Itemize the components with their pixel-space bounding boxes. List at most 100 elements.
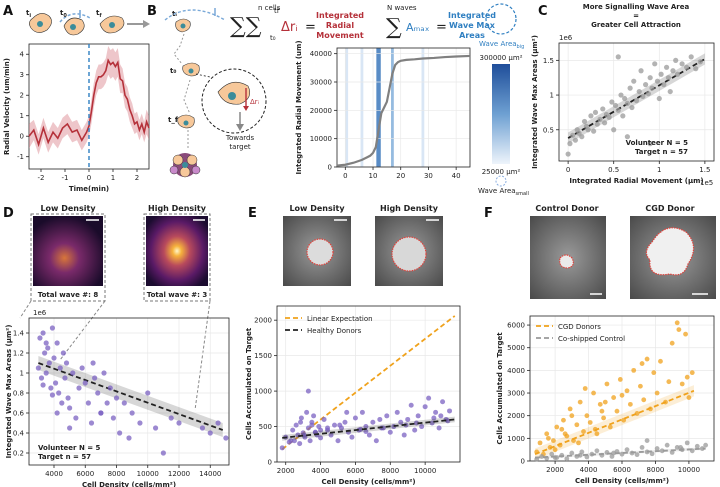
e-point [307, 438, 313, 444]
eq2-label-1: Integrated [448, 11, 496, 20]
y-tick-label: 0 [268, 459, 272, 467]
c-point [663, 64, 670, 70]
d-point [42, 350, 48, 356]
c-point [600, 106, 606, 112]
c-point [673, 57, 679, 63]
y-tick-label: 10000 [310, 135, 332, 143]
eq1-sum: ∑∑ [230, 14, 262, 39]
x-tick-label: 4000 [312, 467, 330, 475]
c-point [627, 85, 633, 91]
d-fit-line [38, 362, 224, 431]
d-high-title: High Density [148, 204, 207, 213]
x-tick-label: 8000 [647, 466, 665, 474]
f-point [674, 445, 680, 450]
e-fit-line-ci-band [282, 416, 455, 441]
d-point [152, 425, 159, 431]
x-tick-label: 10 [369, 172, 378, 180]
c-point [581, 118, 588, 125]
f-point [589, 451, 595, 457]
stage-label-ti: ti [26, 9, 31, 19]
e-point [358, 426, 364, 432]
e-point [447, 408, 453, 414]
e-point [387, 429, 393, 435]
panel-c: C More Signalling Wave Area = Greater Ce… [531, 3, 715, 187]
cell-stage-ti: ti [26, 9, 52, 33]
e-point [359, 409, 365, 415]
d-point [168, 415, 174, 421]
eq1-term: Δrᵢ [281, 20, 298, 35]
e-point [366, 432, 372, 438]
f-point [594, 431, 600, 437]
f-point [582, 386, 588, 391]
f-point [577, 399, 583, 405]
f-point [604, 381, 610, 387]
x-tick-label: 1.5 [699, 166, 710, 174]
c-point [649, 85, 655, 91]
d-point [207, 430, 213, 436]
c-point [640, 93, 646, 100]
c-point [652, 61, 658, 67]
y-tick-label: 1000 [507, 435, 525, 443]
x-tick-label: 0 [87, 174, 91, 182]
c-point [592, 109, 599, 116]
d-point [76, 385, 82, 391]
f-point [649, 451, 655, 457]
f-point [601, 415, 606, 421]
wave-area-colorbar [492, 64, 510, 164]
x-tick-label: 12000 [168, 470, 190, 478]
c-point [688, 54, 694, 60]
e-point [429, 420, 435, 426]
eq1-label-3: Movement [316, 31, 364, 40]
wave-small-label: Wave Areasmall [478, 187, 529, 197]
f-point [659, 448, 665, 454]
e-point [433, 409, 439, 415]
e-point [288, 438, 294, 444]
d-point [104, 400, 110, 406]
x-axis-label: Integrated Radial Movement (µm) [569, 177, 703, 185]
f-point [629, 450, 635, 456]
d-point [62, 375, 68, 381]
f-point [634, 452, 640, 458]
f-point [571, 438, 576, 444]
f-point [552, 447, 558, 453]
y-axis-label: Integrated Wave Max Areas (µm²) [531, 35, 539, 169]
e-point [363, 424, 369, 430]
f-point [651, 370, 657, 376]
f-point [564, 456, 570, 462]
d-point [145, 390, 151, 396]
x-tick-label: 10000 [678, 466, 700, 474]
d-point [223, 435, 229, 441]
d-point [38, 375, 45, 381]
zoom-circle [201, 68, 267, 134]
d-point [88, 420, 95, 426]
c-point [615, 54, 621, 60]
panel-label-f: F [484, 206, 493, 221]
f-point [537, 440, 543, 446]
x-tick-label: 0.5 [608, 166, 619, 174]
diagram-t0: t₀ [170, 67, 176, 75]
e-point [321, 416, 327, 422]
c-point [636, 88, 642, 95]
c-point [572, 137, 579, 143]
panel-label-b: B [147, 4, 157, 19]
d-high-wave: Total wave #: 3 [147, 291, 208, 299]
d-point [59, 400, 65, 406]
y-tick-label: 0.4 [13, 430, 25, 438]
f-point [703, 442, 709, 448]
wave-band [345, 48, 349, 167]
f-point [549, 451, 555, 457]
c-point [609, 99, 615, 105]
d-point [67, 405, 73, 411]
eq2-label-2: Wave Max [449, 21, 496, 30]
d-point [60, 350, 66, 356]
d-point [85, 400, 91, 406]
e-point [412, 427, 418, 433]
f-point [621, 417, 627, 423]
d-point [57, 365, 63, 371]
e-point [332, 422, 338, 428]
f-point [591, 390, 596, 396]
f-point [594, 448, 600, 454]
f-point [678, 445, 683, 450]
d-point [110, 415, 116, 421]
f-point [624, 447, 630, 453]
